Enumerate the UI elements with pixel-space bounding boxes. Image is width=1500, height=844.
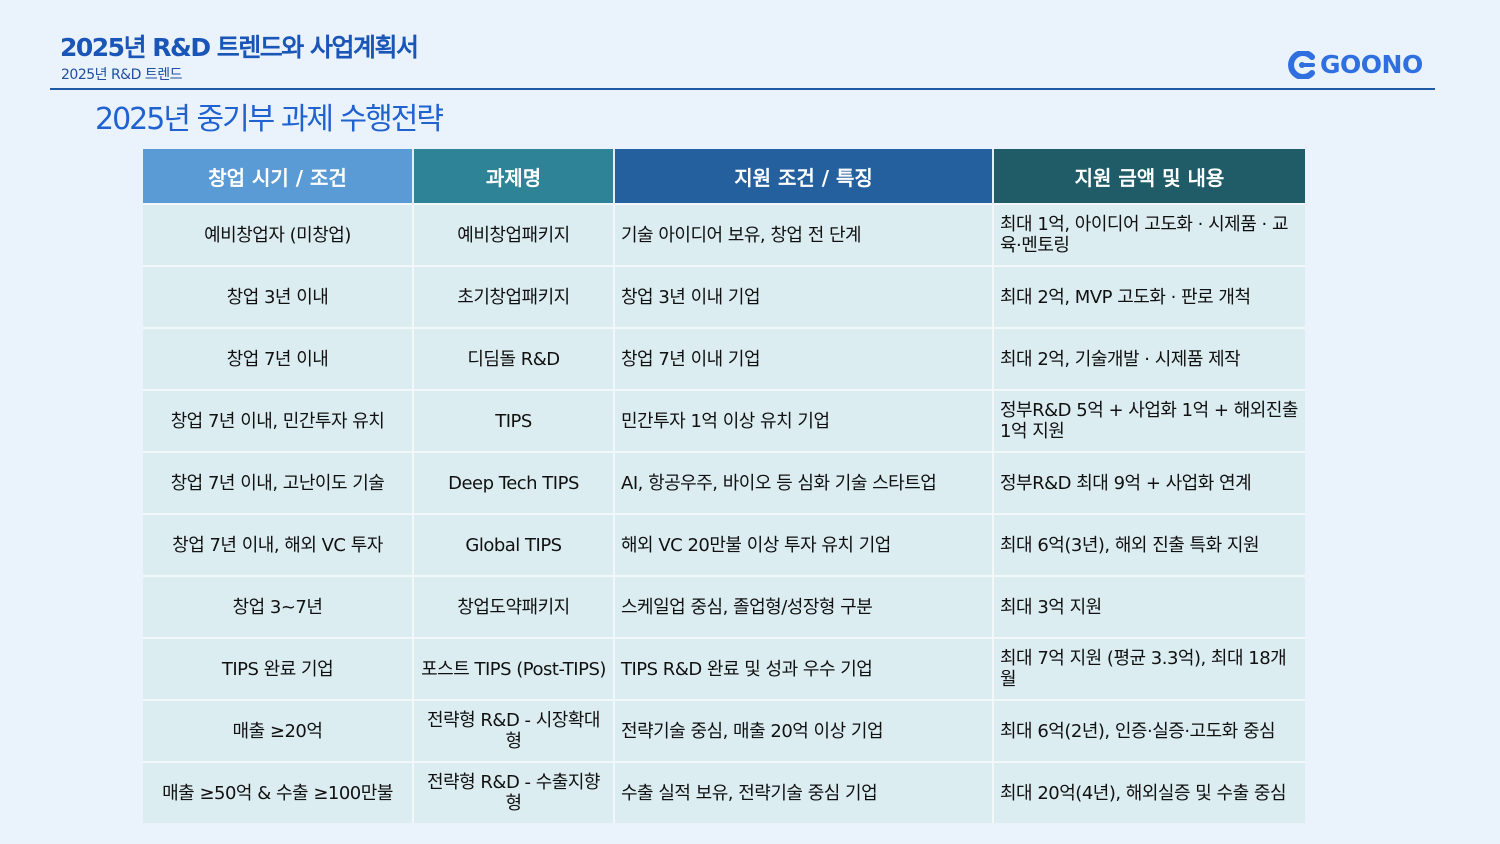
cell-support: 최대 20억(4년), 해외실증 및 수출 중심 xyxy=(993,761,1305,823)
cell-support: 최대 1억, 아이디어 고도화 · 시제품 · 교육·멘토링 xyxy=(993,203,1305,266)
column-header-condition: 창업 시기 / 조건 xyxy=(143,149,414,204)
document-subtitle: 2025년 R&D 트렌드 xyxy=(61,67,182,83)
cell-program: TIPS xyxy=(413,389,615,452)
program-table: 창업 시기 / 조건 과제명 지원 조건 / 특징 지원 금액 및 내용 예비창업자 … xyxy=(143,149,1305,823)
cell-support: 정부R&D 5억 + 사업화 1억 + 해외진출 1억 지원 xyxy=(993,389,1305,452)
goono-logo: GOONO xyxy=(1286,50,1423,79)
cell-condition: 예비창업자 (미창업) xyxy=(143,203,414,266)
cell-requirements: 창업 3년 이내 기업 xyxy=(614,265,994,328)
goono-logo-icon xyxy=(1288,50,1315,79)
cell-requirements: 스케일업 중심, 졸업형/성장형 구분 xyxy=(614,575,994,638)
cell-requirements: 해외 VC 20만불 이상 투자 유치 기업 xyxy=(614,513,994,576)
cell-support: 최대 7억 지원 (평균 3.3억), 최대 18개월 xyxy=(993,637,1305,700)
cell-requirements: 민간투자 1억 이상 유치 기업 xyxy=(614,389,994,452)
column-header-requirements: 지원 조건 / 특징 xyxy=(614,149,994,204)
cell-program: 초기창업패키지 xyxy=(413,265,615,328)
cell-condition: 창업 3년 이내 xyxy=(143,265,414,328)
column-header-support: 지원 금액 및 내용 xyxy=(993,149,1305,204)
cell-requirements: AI, 항공우주, 바이오 등 심화 기술 스타트업 xyxy=(614,451,994,514)
table-row: 창업 3~7년 창업도약패키지 스케일업 중심, 졸업형/성장형 구분 최대 3억 지… xyxy=(143,575,1305,638)
cell-support: 정부R&D 최대 9억 + 사업화 연계 xyxy=(993,451,1305,514)
cell-program: 창업도약패키지 xyxy=(413,575,615,638)
cell-condition: 매출 ≥20억 xyxy=(143,699,414,762)
cell-support: 최대 6억(2년), 인증·실증·고도화 중심 xyxy=(993,699,1305,762)
cell-program: 전략형 R&D - 수출지향형 xyxy=(413,761,615,823)
cell-support: 최대 2억, 기술개발 · 시제품 제작 xyxy=(993,327,1305,390)
section-title: 2025년 중기부 과제 수행전략 xyxy=(95,102,444,137)
table-row: 창업 7년 이내, 해외 VC 투자 Global TIPS 해외 VC 20만불 … xyxy=(143,513,1305,576)
cell-requirements: 수출 실적 보유, 전략기술 중심 기업 xyxy=(614,761,994,823)
cell-condition: 창업 7년 이내, 고난이도 기술 xyxy=(143,451,414,514)
cell-condition: 창업 7년 이내, 민간투자 유치 xyxy=(143,389,414,452)
table-row: 창업 3년 이내 초기창업패키지 창업 3년 이내 기업 최대 2억, MVP 고도화… xyxy=(143,265,1305,328)
cell-requirements: 창업 7년 이내 기업 xyxy=(614,327,994,390)
table-row: TIPS 완료 기업 포스트 TIPS (Post-TIPS) TIPS R&D 완… xyxy=(143,637,1305,700)
cell-support: 최대 6억(3년), 해외 진출 특화 지원 xyxy=(993,513,1305,576)
column-header-program: 과제명 xyxy=(413,149,615,204)
cell-condition: TIPS 완료 기업 xyxy=(143,637,414,700)
cell-condition: 창업 7년 이내 xyxy=(143,327,414,390)
table-row: 창업 7년 이내 디딤돌 R&D 창업 7년 이내 기업 최대 2억, 기술개발 · … xyxy=(143,327,1305,390)
cell-condition: 매출 ≥50억 & 수출 ≥100만불 xyxy=(143,761,414,823)
cell-program: 예비창업패키지 xyxy=(413,203,615,266)
cell-condition: 창업 7년 이내, 해외 VC 투자 xyxy=(143,513,414,576)
cell-requirements: 기술 아이디어 보유, 창업 전 단계 xyxy=(614,203,994,266)
cell-support: 최대 2억, MVP 고도화 · 판로 개척 xyxy=(993,265,1305,328)
cell-program: 전략형 R&D - 시장확대형 xyxy=(413,699,615,762)
table-row: 매출 ≥50억 & 수출 ≥100만불 전략형 R&D - 수출지향형 수출 실적 … xyxy=(143,761,1305,823)
logo-text: GOONO xyxy=(1320,50,1423,79)
cell-condition: 창업 3~7년 xyxy=(143,575,414,638)
table-row: 창업 7년 이내, 민간투자 유치 TIPS 민간투자 1억 이상 유치 기업 정부R… xyxy=(143,389,1305,452)
cell-requirements: TIPS R&D 완료 및 성과 우수 기업 xyxy=(614,637,994,700)
cell-program: Global TIPS xyxy=(413,513,615,576)
cell-program: Deep Tech TIPS xyxy=(413,451,615,514)
cell-requirements: 전략기술 중심, 매출 20억 이상 기업 xyxy=(614,699,994,762)
table-header-row: 창업 시기 / 조건 과제명 지원 조건 / 특징 지원 금액 및 내용 xyxy=(143,149,1305,204)
cell-program: 포스트 TIPS (Post-TIPS) xyxy=(413,637,615,700)
document-title: 2025년 R&D 트렌드와 사업계획서 xyxy=(60,33,419,62)
table-row: 예비창업자 (미창업) 예비창업패키지 기술 아이디어 보유, 창업 전 단계 최대 … xyxy=(143,203,1305,266)
header-divider xyxy=(50,88,1435,90)
table-row: 매출 ≥20억 전략형 R&D - 시장확대형 전략기술 중심, 매출 20억 이상… xyxy=(143,699,1305,762)
cell-support: 최대 3억 지원 xyxy=(993,575,1305,638)
cell-program: 디딤돌 R&D xyxy=(413,327,615,390)
table-row: 창업 7년 이내, 고난이도 기술 Deep Tech TIPS AI, 항공우주,… xyxy=(143,451,1305,514)
